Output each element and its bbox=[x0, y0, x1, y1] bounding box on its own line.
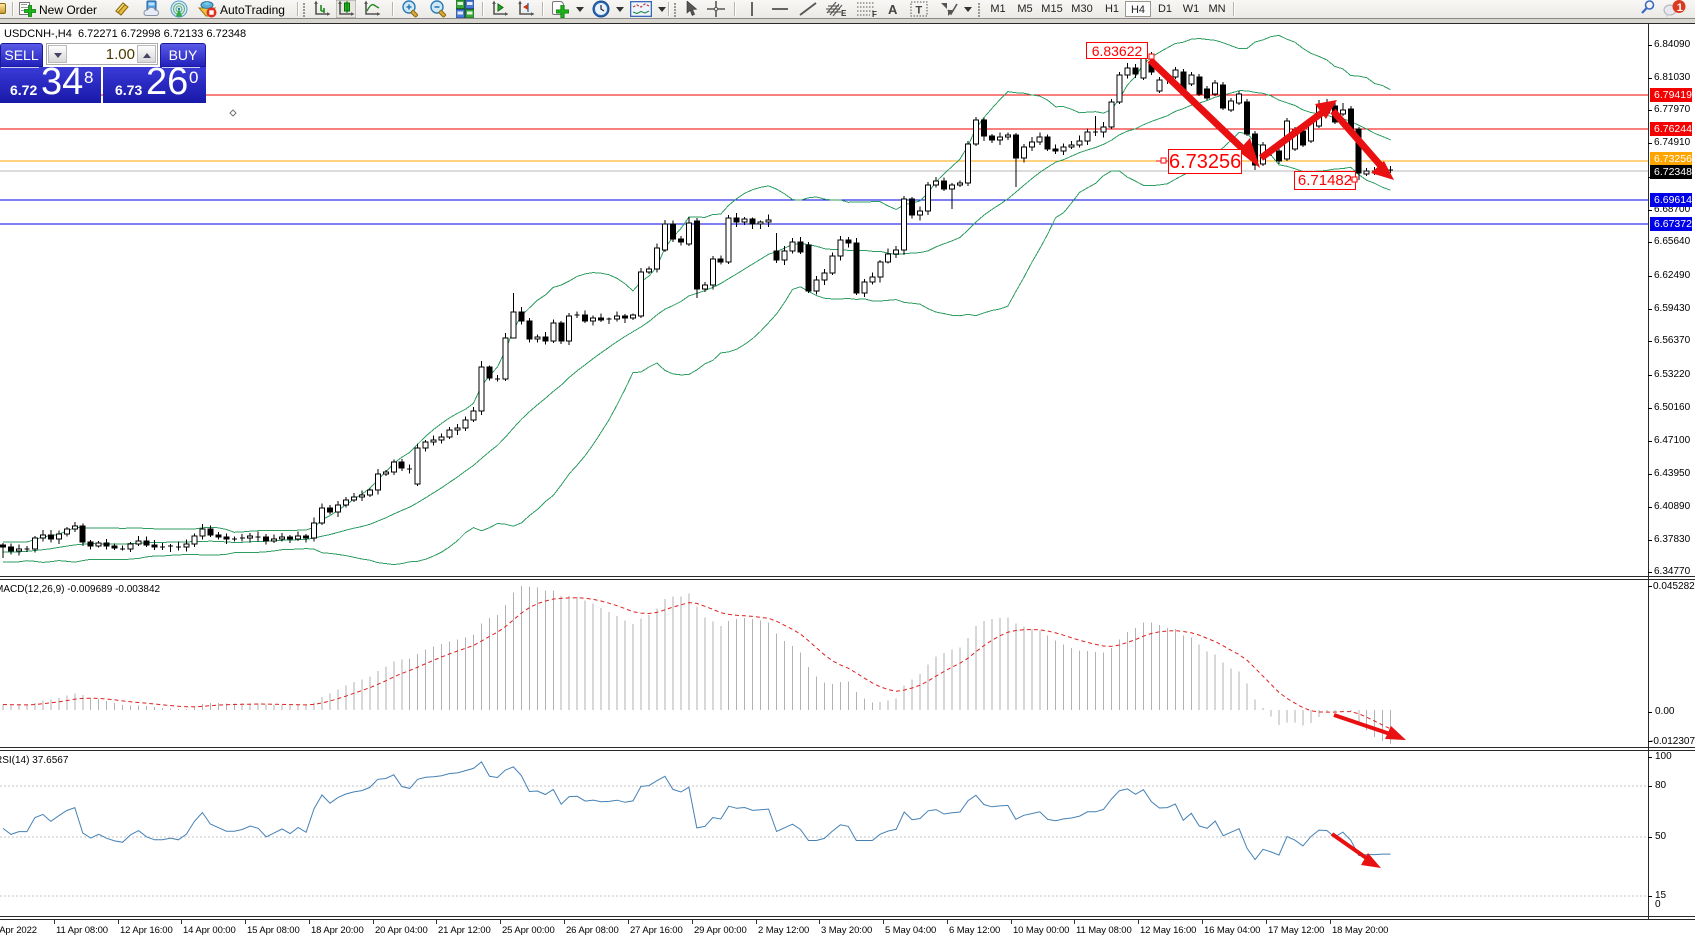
svg-text:F: F bbox=[872, 10, 877, 17]
svg-text:E: E bbox=[841, 9, 847, 17]
svg-text:T: T bbox=[916, 5, 923, 17]
svg-text:1: 1 bbox=[1677, 2, 1683, 14]
